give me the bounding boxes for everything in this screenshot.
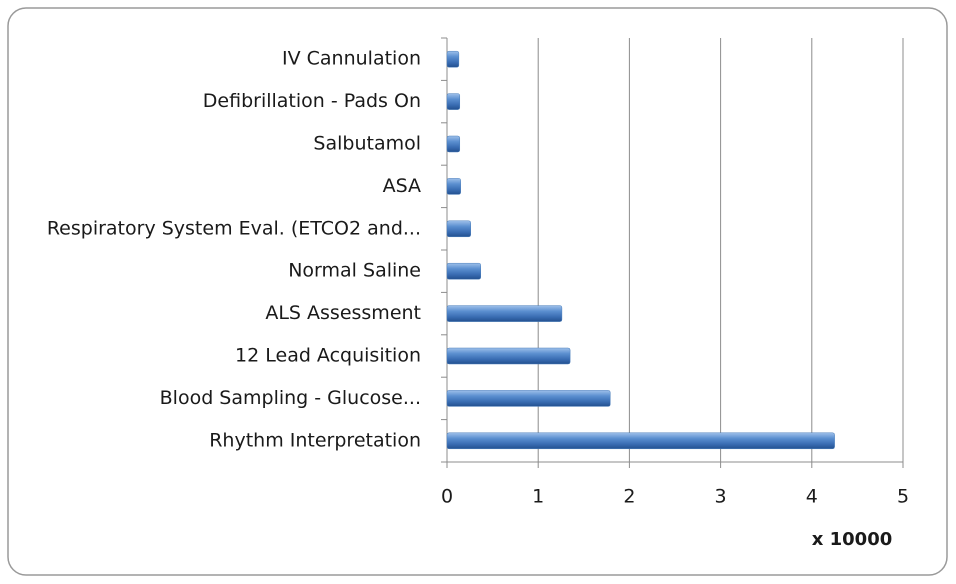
y-tick-label: ALS Assessment <box>265 302 421 324</box>
y-tick-label: Normal Saline <box>288 260 421 282</box>
y-tick-label: ASA <box>383 175 421 197</box>
bar <box>446 432 835 450</box>
x-tick-label: 5 <box>897 486 909 508</box>
x-tick-label: 2 <box>623 486 635 508</box>
bar <box>446 220 471 238</box>
bar <box>446 135 461 153</box>
y-tick-label: Salbutamol <box>313 133 421 155</box>
y-tick-label: Respiratory System Eval. (ETCO2 and... <box>47 217 421 239</box>
x-tick-label: 1 <box>532 486 544 508</box>
bar <box>446 390 611 407</box>
bar <box>446 305 563 322</box>
y-tick-label: Defibrillation - Pads On <box>203 90 421 112</box>
y-tick-label: 12 Lead Acquisition <box>235 345 421 367</box>
bar <box>446 178 461 195</box>
x-tick-label: 4 <box>806 486 818 508</box>
bar <box>446 93 461 110</box>
bar <box>446 262 481 280</box>
x-tick-label: 0 <box>441 486 453 508</box>
y-tick-label: Blood Sampling - Glucose... <box>160 387 421 409</box>
y-tick-label: IV Cannulation <box>282 48 421 70</box>
y-tick-label: Rhythm Interpretation <box>209 429 421 451</box>
bar <box>446 50 460 68</box>
x-tick-label: 3 <box>715 486 727 508</box>
x-axis-label: x 10000 <box>812 529 893 550</box>
bar <box>446 347 571 365</box>
